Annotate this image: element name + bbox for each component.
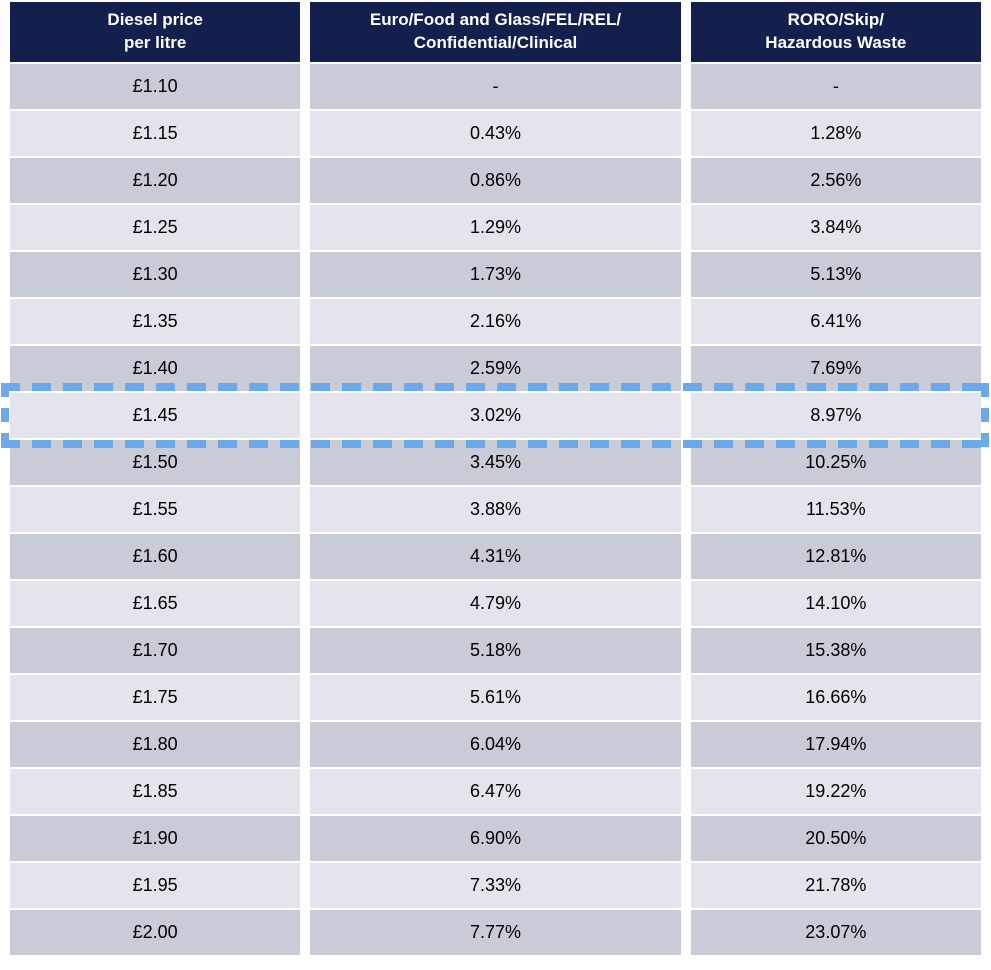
table-row: £2.00 7.77% 23.07%	[10, 910, 981, 955]
roro-group-cell: 8.97%	[690, 393, 981, 438]
roro-group-cell: 16.66%	[690, 675, 981, 720]
euro-group-cell: 1.29%	[310, 205, 681, 250]
euro-group-cell: 2.16%	[310, 299, 681, 344]
price-cell: £1.50	[10, 440, 301, 485]
price-cell: £1.35	[10, 299, 301, 344]
price-cell: £1.55	[10, 487, 301, 532]
roro-group-cell: -	[690, 64, 981, 109]
price-cell: £1.85	[10, 769, 301, 814]
euro-group-cell: 6.04%	[310, 722, 681, 767]
table-row: £1.85 6.47% 19.22%	[10, 769, 981, 814]
roro-group-cell: 15.38%	[690, 628, 981, 673]
price-cell: £1.30	[10, 252, 301, 297]
roro-group-cell: 19.22%	[690, 769, 981, 814]
euro-group-cell: 2.59%	[310, 346, 681, 391]
table-row: £1.10- -	[10, 64, 981, 109]
col-header-euro-group: Euro/Food and Glass/FEL/REL/ Confidentia…	[310, 2, 681, 62]
table-row: £1.60 4.31% 12.81%	[10, 534, 981, 579]
table-row: £1.45 3.02% 8.97%	[10, 393, 981, 438]
euro-group-cell: 5.18%	[310, 628, 681, 673]
roro-group-cell: 11.53%	[690, 487, 981, 532]
roro-group-cell: 2.56%	[690, 158, 981, 203]
table-row: £1.25 1.29% 3.84%	[10, 205, 981, 250]
price-cell: £1.75	[10, 675, 301, 720]
roro-group-cell: 7.69%	[690, 346, 981, 391]
euro-group-cell: 4.79%	[310, 581, 681, 626]
roro-group-cell: 20.50%	[690, 816, 981, 861]
price-cell: £1.10	[10, 64, 301, 109]
table-row: £1.50 3.45% 10.25%	[10, 440, 981, 485]
roro-group-cell: 21.78%	[690, 863, 981, 908]
price-cell: £1.65	[10, 581, 301, 626]
roro-group-cell: 23.07%	[690, 910, 981, 955]
table-row: £1.70 5.18% 15.38%	[10, 628, 981, 673]
col-header-diesel-price: Diesel price per litre	[10, 2, 301, 62]
euro-group-cell: 3.88%	[310, 487, 681, 532]
euro-group-cell: 0.86%	[310, 158, 681, 203]
table-row: £1.75 5.61% 16.66%	[10, 675, 981, 720]
table-header: Diesel price per litre Euro/Food and Gla…	[10, 2, 981, 62]
table-row: £1.20 0.86% 2.56%	[10, 158, 981, 203]
roro-group-cell: 14.10%	[690, 581, 981, 626]
euro-group-cell: 6.90%	[310, 816, 681, 861]
table-row: £1.30 1.73% 5.13%	[10, 252, 981, 297]
roro-group-cell: 3.84%	[690, 205, 981, 250]
euro-group-cell: 7.77%	[310, 910, 681, 955]
euro-group-cell: 7.33%	[310, 863, 681, 908]
table-row: £1.80 6.04% 17.94%	[10, 722, 981, 767]
roro-group-cell: 10.25%	[690, 440, 981, 485]
header-row: Diesel price per litre Euro/Food and Gla…	[10, 2, 981, 62]
table-row: £1.40 2.59% 7.69%	[10, 346, 981, 391]
roro-group-cell: 1.28%	[690, 111, 981, 156]
table-row: £1.15 0.43% 1.28%	[10, 111, 981, 156]
price-cell: £1.80	[10, 722, 301, 767]
roro-group-cell: 17.94%	[690, 722, 981, 767]
price-cell: £1.20	[10, 158, 301, 203]
table-row: £1.90 6.90% 20.50%	[10, 816, 981, 861]
euro-group-cell: 3.45%	[310, 440, 681, 485]
table-body: £1.10- - £1.15 0.43% 1.28% £1.20 0.86% 2.56% £1.…	[10, 64, 981, 955]
price-cell: £1.95	[10, 863, 301, 908]
euro-group-cell: 4.31%	[310, 534, 681, 579]
price-cell: £1.90	[10, 816, 301, 861]
table-row: £1.95 7.33% 21.78%	[10, 863, 981, 908]
price-cell: £1.40	[10, 346, 301, 391]
price-cell: £1.45	[10, 393, 301, 438]
price-cell: £1.15	[10, 111, 301, 156]
price-cell: £1.25	[10, 205, 301, 250]
euro-group-cell: 1.73%	[310, 252, 681, 297]
price-cell: £1.70	[10, 628, 301, 673]
roro-group-cell: 6.41%	[690, 299, 981, 344]
euro-group-cell: 5.61%	[310, 675, 681, 720]
col-header-roro-group: RORO/Skip/ Hazardous Waste	[690, 2, 981, 62]
euro-group-cell: 0.43%	[310, 111, 681, 156]
euro-group-cell: -	[310, 64, 681, 109]
roro-group-cell: 12.81%	[690, 534, 981, 579]
price-cell: £1.60	[10, 534, 301, 579]
table-row: £1.35 2.16% 6.41%	[10, 299, 981, 344]
table-row: £1.55 3.88% 11.53%	[10, 487, 981, 532]
table-row: £1.65 4.79% 14.10%	[10, 581, 981, 626]
euro-group-cell: 3.02%	[310, 393, 681, 438]
roro-group-cell: 5.13%	[690, 252, 981, 297]
price-cell: £2.00	[10, 910, 301, 955]
euro-group-cell: 6.47%	[310, 769, 681, 814]
